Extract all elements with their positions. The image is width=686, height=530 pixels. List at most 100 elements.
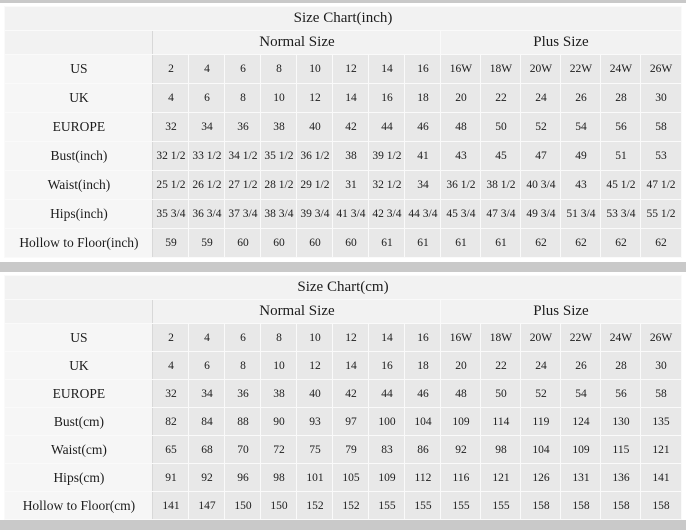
size-cell: 38: [332, 141, 370, 171]
size-cell: 60: [260, 228, 298, 258]
size-cell: 49: [560, 141, 602, 171]
size-cell: 82: [152, 407, 190, 436]
size-cell: 6: [224, 54, 262, 84]
size-cell: 50: [480, 112, 522, 142]
size-cell: 37 3/4: [224, 199, 262, 229]
size-cell: 115: [600, 435, 642, 464]
size-cell: 46: [404, 379, 442, 408]
size-cell: 41 3/4: [332, 199, 370, 229]
table-row: EUROPE 32 34 36 38 40 42 44 46 48 50 52 54 56 58: [4, 379, 682, 408]
size-cell: 104: [520, 435, 562, 464]
row-label: EUROPE: [4, 379, 154, 408]
size-cell: 24: [520, 351, 562, 380]
size-cell: 18: [404, 351, 442, 380]
size-cell: 27 1/2: [224, 170, 262, 200]
size-rows: US 2 4 6 8 10 12 14 16 16W 18W 20W 22W 24W 26W UK 4 6 8 10 1…: [4, 323, 682, 520]
size-cell: 10: [260, 351, 298, 380]
size-cell: 158: [640, 491, 682, 520]
size-cell: 158: [560, 491, 602, 520]
size-cell: 51: [600, 141, 642, 171]
size-cell: 136: [600, 463, 642, 492]
table-row: Bust(cm) 82 84 88 90 93 97 100 104 109 114 119 124 13…: [4, 407, 682, 436]
size-cell: 45: [480, 141, 522, 171]
size-cell: 4: [188, 54, 226, 84]
size-cell: 56: [600, 112, 642, 142]
size-chart-cm-table: Size Chart(cm) Normal Size Plus Size US 2…: [4, 275, 682, 520]
size-cell: 35 3/4: [152, 199, 190, 229]
size-cell: 22W: [560, 323, 602, 352]
size-cell: 2: [152, 323, 190, 352]
size-cell: 28: [600, 83, 642, 113]
size-cell: 42: [332, 379, 370, 408]
size-cell: 16: [404, 323, 442, 352]
size-cell: 45 1/2: [600, 170, 642, 200]
size-cell: 97: [332, 407, 370, 436]
size-cell: 116: [440, 463, 482, 492]
size-cell: 22: [480, 351, 522, 380]
table-row: Hollow to Floor(inch) 59 59 60 60 60 60 61 61 61 6…: [4, 228, 682, 258]
size-cell: 119: [520, 407, 562, 436]
size-cell: 92: [188, 463, 226, 492]
row-label: Bust(cm): [4, 407, 154, 436]
size-cell: 14: [368, 54, 406, 84]
corner-cell: [4, 299, 154, 324]
size-cell: 38: [260, 112, 298, 142]
size-cell: 92: [440, 435, 482, 464]
size-cell: 84: [188, 407, 226, 436]
size-cell: 60: [224, 228, 262, 258]
size-cell: 4: [152, 351, 190, 380]
size-cell: 10: [260, 83, 298, 113]
size-cell: 12: [332, 54, 370, 84]
table-row: Waist(inch) 25 1/2 26 1/2 27 1/2 28 1/2 29 1/…: [4, 170, 682, 200]
size-cell: 75: [296, 435, 334, 464]
size-cell: 40 3/4: [520, 170, 562, 200]
table-title: Size Chart(inch): [4, 6, 682, 31]
size-cell: 59: [152, 228, 190, 258]
size-cell: 96: [224, 463, 262, 492]
size-cell: 41: [404, 141, 442, 171]
size-cell: 36: [224, 112, 262, 142]
size-cell: 24W: [600, 54, 642, 84]
size-cell: 36: [224, 379, 262, 408]
size-cell: 12: [332, 323, 370, 352]
size-cell: 8: [224, 351, 262, 380]
row-label: Hips(cm): [4, 463, 154, 492]
size-cell: 47 1/2: [640, 170, 682, 200]
size-cell: 61: [368, 228, 406, 258]
size-cell: 42 3/4: [368, 199, 406, 229]
row-label: US: [4, 54, 154, 84]
size-cell: 12: [296, 351, 334, 380]
size-cell: 10: [296, 54, 334, 84]
table-row: Hips(inch) 35 3/4 36 3/4 37 3/4 38 3/4 39 3/4…: [4, 199, 682, 229]
size-cell: 53: [640, 141, 682, 171]
size-cell: 72: [260, 435, 298, 464]
normal-size-header: Normal Size: [152, 299, 442, 324]
size-cell: 10: [296, 323, 334, 352]
size-cell: 16: [368, 351, 406, 380]
table-title: Size Chart(cm): [4, 275, 682, 300]
size-cell: 131: [560, 463, 602, 492]
size-cell: 44 3/4: [404, 199, 442, 229]
size-cell: 121: [640, 435, 682, 464]
table-row: UK 4 6 8 10 12 14 16 18 20 22 24 26 28 30: [4, 351, 682, 380]
size-cell: 18: [404, 83, 442, 113]
size-cell: 62: [640, 228, 682, 258]
size-cell: 62: [560, 228, 602, 258]
row-label: Waist(cm): [4, 435, 154, 464]
size-cell: 98: [260, 463, 298, 492]
size-cell: 36 3/4: [188, 199, 226, 229]
table-row: US 2 4 6 8 10 12 14 16 16W 18W 20W 22W 24W 26W: [4, 323, 682, 352]
size-cell: 30: [640, 351, 682, 380]
size-cell: 26: [560, 83, 602, 113]
size-cell: 31: [332, 170, 370, 200]
table-row: EUROPE 32 34 36 38 40 42 44 46 48 50 52 54 56 58: [4, 112, 682, 142]
table-row: US 2 4 6 8 10 12 14 16 16W 18W 20W 22W 24W 26W: [4, 54, 682, 84]
row-label: EUROPE: [4, 112, 154, 142]
size-cell: 34 1/2: [224, 141, 262, 171]
size-cell: 48: [440, 379, 482, 408]
size-cell: 43: [440, 141, 482, 171]
size-cell: 44: [368, 379, 406, 408]
size-cell: 24: [520, 83, 562, 113]
size-cell: 42: [332, 112, 370, 142]
size-group-header-row: Normal Size Plus Size: [4, 30, 682, 55]
